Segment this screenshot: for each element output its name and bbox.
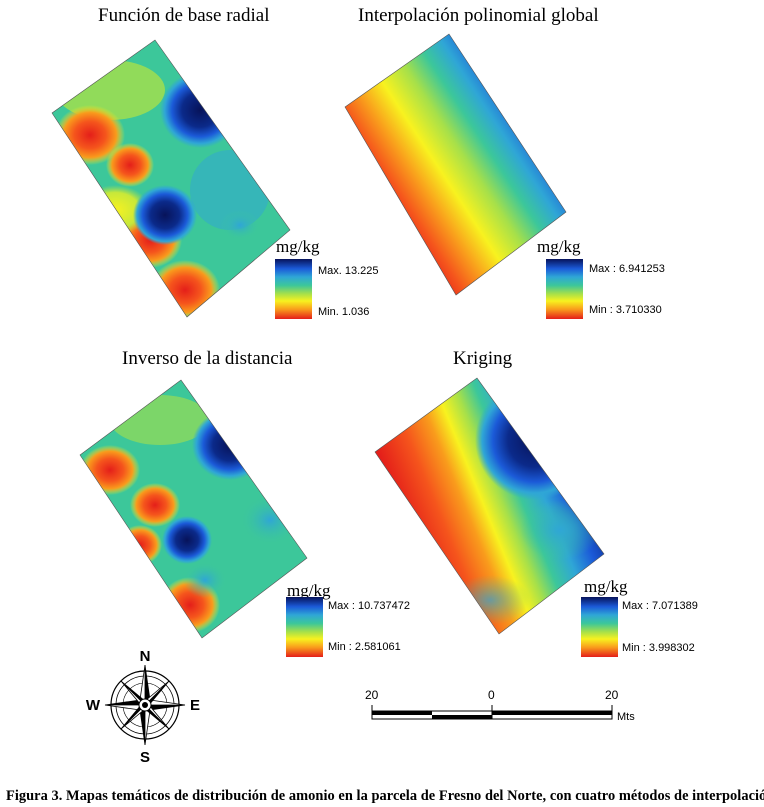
compass-s: S (140, 749, 150, 766)
legend-max-polynomial: Max : 6.941253 (589, 263, 665, 275)
legend-colorbar-kriging (581, 597, 618, 657)
panel-title-kriging: Kriging (453, 348, 513, 369)
legend-unit-kriging: mg/kg (584, 577, 628, 596)
legend-min-idw: Min : 2.581061 (328, 641, 401, 653)
compass-w: W (86, 697, 101, 714)
scale-bar (371, 705, 613, 720)
panel-title-radial: Función de base radial (98, 5, 270, 26)
map-radial-basis (52, 40, 290, 317)
compass-n: N (140, 648, 151, 665)
legend-min-kriging: Min : 3.998302 (622, 642, 695, 654)
figure-caption: Figura 3. Mapas temáticos de distribució… (6, 788, 764, 804)
legend-unit-radial: mg/kg (276, 237, 320, 256)
legend-max-idw: Max : 10.737472 (328, 600, 410, 612)
map-global-polynomial (345, 34, 566, 295)
legend-colorbar-idw (286, 597, 323, 657)
legend-colorbar-radial (275, 259, 312, 319)
map-inverse-distance (80, 380, 307, 638)
scale-label-mid: 0 (488, 688, 495, 702)
panel-title-polynomial: Interpolación polinomial global (358, 5, 599, 26)
scale-label-right: 20 (605, 688, 619, 702)
compass-rose: N S E W (86, 648, 200, 766)
legend-min-polynomial: Min : 3.710330 (589, 304, 662, 316)
legend-max-radial: Max. 13.225 (318, 265, 379, 277)
panel-title-idw: Inverso de la distancia (122, 348, 293, 369)
scale-unit: Mts (617, 711, 635, 723)
legend-unit-idw: mg/kg (287, 581, 331, 600)
scale-label-left: 20 (365, 688, 379, 702)
legend-unit-polynomial: mg/kg (537, 237, 581, 256)
legend-max-kriging: Max : 7.071389 (622, 600, 698, 612)
legend-colorbar-polynomial (546, 259, 583, 319)
compass-e: E (190, 697, 200, 714)
legend-min-radial: Min. 1.036 (318, 306, 370, 318)
